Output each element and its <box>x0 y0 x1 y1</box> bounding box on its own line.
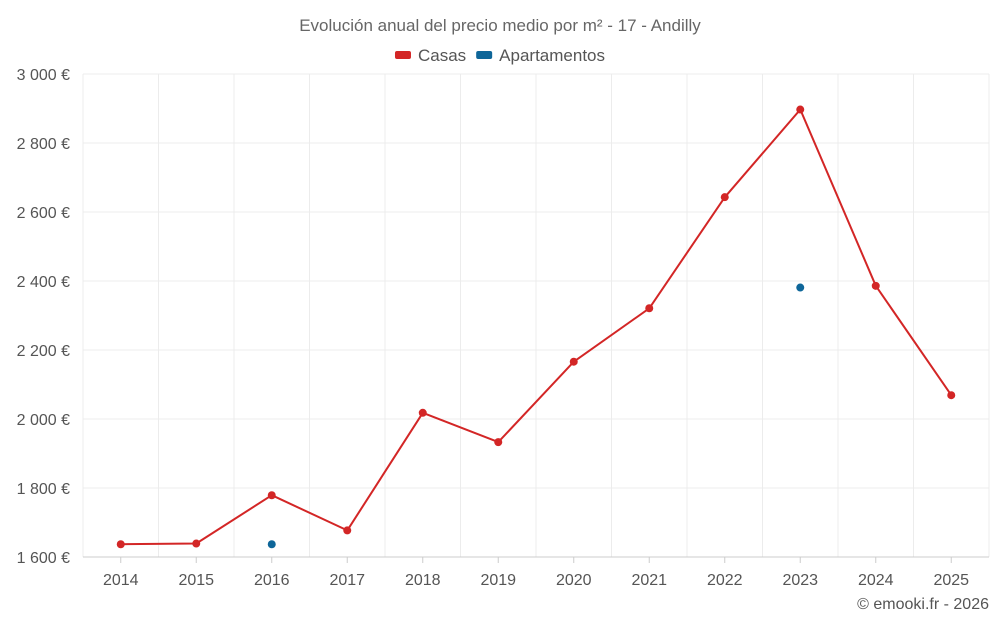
x-tick-label: 2025 <box>933 572 969 589</box>
data-point <box>796 105 805 114</box>
x-tick-label: 2016 <box>254 572 290 589</box>
data-point <box>569 357 578 366</box>
y-tick-label: 2 400 € <box>17 274 70 291</box>
data-point <box>267 540 276 549</box>
series-casas <box>116 105 956 549</box>
y-tick-label: 2 200 € <box>17 343 70 360</box>
y-tick-label: 1 600 € <box>17 550 70 567</box>
data-point <box>494 438 503 447</box>
chart-title: Evolución anual del precio medio por m² … <box>299 16 701 35</box>
data-point <box>871 281 880 290</box>
legend-label: Apartamentos <box>499 46 605 65</box>
x-tick-label: 2014 <box>103 572 139 589</box>
data-point <box>192 539 201 548</box>
data-point <box>645 304 654 313</box>
data-point <box>947 391 956 400</box>
data-point <box>343 526 352 535</box>
x-tick-label: 2017 <box>329 572 365 589</box>
series-line <box>120 108 953 546</box>
series-layer <box>116 105 956 549</box>
x-tick-label: 2024 <box>858 572 894 589</box>
x-tick-label: 2022 <box>707 572 743 589</box>
legend: Casas Apartamentos <box>394 46 605 65</box>
x-tick-label: 2015 <box>178 572 214 589</box>
data-point <box>116 540 125 549</box>
y-tick-label: 3 000 € <box>17 67 70 84</box>
data-point <box>796 283 805 292</box>
y-tick-label: 2 600 € <box>17 205 70 222</box>
data-point <box>267 491 276 500</box>
legend-label: Casas <box>418 46 466 65</box>
series-apartamentos <box>267 283 805 549</box>
y-tick-labels: 1 600 € 1 800 € 2 000 € 2 200 € 2 400 € 2 600… <box>17 67 70 567</box>
x-tick-label: 2019 <box>480 572 516 589</box>
x-tick-label: 2021 <box>631 572 667 589</box>
y-tick-label: 2 800 € <box>17 136 70 153</box>
x-tick-labels: 2014 2015 2016 2017 2018 2019 2020 2021 2022 2023… <box>103 572 969 589</box>
x-tick-label: 2023 <box>782 572 818 589</box>
x-tick-label: 2020 <box>556 572 592 589</box>
x-gridlines <box>82 74 990 557</box>
data-point <box>418 408 427 417</box>
x-axis <box>83 556 989 563</box>
x-tick-label: 2018 <box>405 572 441 589</box>
y-tick-label: 1 800 € <box>17 481 70 498</box>
y-tick-label: 2 000 € <box>17 412 70 429</box>
legend-swatch <box>476 51 493 59</box>
data-point <box>720 193 729 202</box>
credit-text: © emooki.fr - 2026 <box>857 596 989 613</box>
legend-swatch <box>394 51 411 59</box>
